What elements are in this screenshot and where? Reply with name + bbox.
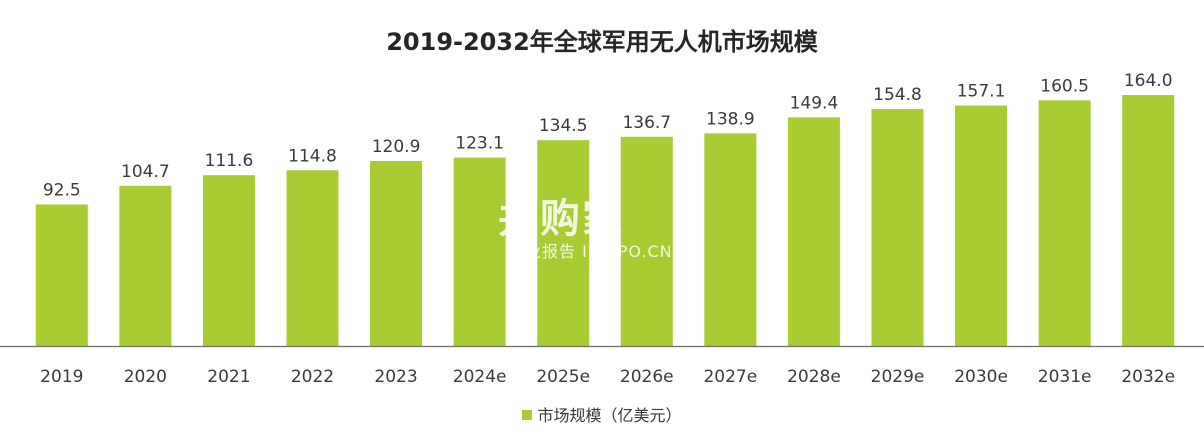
legend: 市场规模（亿美元） bbox=[0, 402, 1204, 426]
bar-2027e bbox=[704, 133, 757, 346]
legend-label: 市场规模（亿美元） bbox=[537, 406, 682, 425]
value-label-2023: 120.9 bbox=[372, 137, 421, 157]
bar-2026e bbox=[620, 136, 673, 346]
x-tick-label-2030e: 2030e bbox=[954, 367, 1008, 387]
bar-2025e bbox=[537, 140, 590, 346]
value-labels-group: 92.5 104.7 111.6 114.8 120.9 123.1 134.5 136.7 1… bbox=[43, 71, 1173, 200]
value-label-2029e: 154.8 bbox=[873, 85, 922, 105]
bar-2023 bbox=[370, 160, 423, 346]
value-label-2032e: 164.0 bbox=[1124, 71, 1173, 91]
x-tick-label-2024e: 2024e bbox=[453, 367, 507, 387]
value-label-2031e: 160.5 bbox=[1040, 76, 1089, 96]
x-tick-label-2029e: 2029e bbox=[871, 367, 925, 387]
x-tick-label-2019: 2019 bbox=[40, 367, 83, 387]
x-tick-label-2028e: 2028e bbox=[787, 367, 841, 387]
bar-2029e bbox=[871, 109, 924, 346]
bars-group bbox=[35, 95, 1175, 346]
x-tick-labels-group: 2019 2020 2021 2022 2023 2024e 2025e 2026e 2027e… bbox=[40, 367, 1175, 387]
bar-2024e bbox=[453, 157, 506, 346]
x-tick-label-2021: 2021 bbox=[207, 367, 250, 387]
x-tick-label-2026e: 2026e bbox=[620, 367, 674, 387]
bar-2022 bbox=[286, 170, 339, 346]
value-label-2024e: 123.1 bbox=[455, 134, 504, 154]
value-label-2028e: 149.4 bbox=[790, 93, 839, 113]
x-tick-label-2032e: 2032e bbox=[1121, 367, 1175, 387]
bar-2021 bbox=[202, 175, 255, 346]
bar-2032e bbox=[1122, 95, 1175, 346]
value-label-2020: 104.7 bbox=[121, 162, 170, 182]
x-tick-label-2031e: 2031e bbox=[1038, 367, 1092, 387]
legend-swatch bbox=[522, 410, 533, 420]
bar-2030e bbox=[955, 105, 1008, 346]
value-label-2021: 111.6 bbox=[205, 151, 254, 171]
bar-2028e bbox=[787, 117, 840, 346]
value-label-2027e: 138.9 bbox=[706, 109, 755, 129]
chart-title: 2019-2032年全球军用无人机市场规模 bbox=[386, 28, 818, 56]
x-tick-label-2022: 2022 bbox=[291, 367, 334, 387]
value-label-2030e: 157.1 bbox=[957, 82, 1006, 102]
bar-2031e bbox=[1038, 100, 1091, 346]
bar-2020 bbox=[119, 185, 172, 346]
x-tick-label-2023: 2023 bbox=[374, 367, 417, 387]
value-label-2025e: 134.5 bbox=[539, 116, 588, 136]
x-tick-label-2025e: 2025e bbox=[536, 367, 590, 387]
value-label-2026e: 136.7 bbox=[622, 113, 671, 133]
bar-2019 bbox=[35, 204, 88, 346]
x-tick-label-2020: 2020 bbox=[124, 367, 167, 387]
value-label-2019: 92.5 bbox=[43, 180, 81, 200]
x-tick-label-2027e: 2027e bbox=[703, 367, 757, 387]
value-label-2022: 114.8 bbox=[288, 146, 337, 166]
